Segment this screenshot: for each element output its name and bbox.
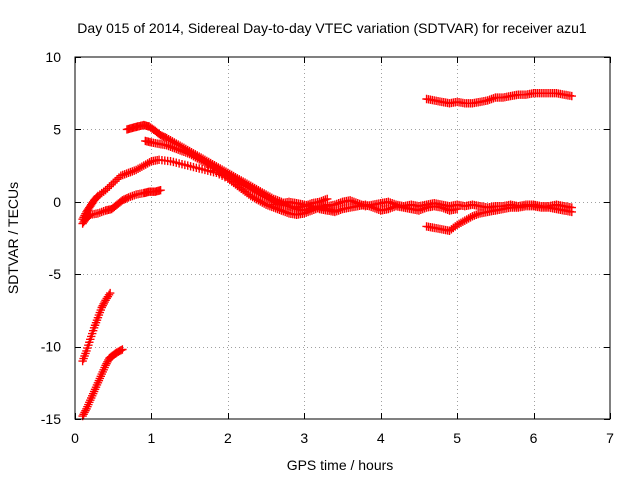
- data-point: [567, 207, 576, 217]
- y-tick-label: -15: [41, 411, 61, 427]
- y-tick-label: 5: [53, 121, 61, 137]
- x-tick-label: 0: [71, 430, 79, 446]
- x-tick-label: 1: [148, 430, 156, 446]
- axis-ticks: 0 1 2 3 4 5 6 7 -15 -10 -5 0 5 10: [41, 49, 614, 446]
- data-point: [567, 91, 576, 101]
- data-point: [116, 346, 126, 355]
- data-point: [159, 132, 168, 141]
- plot-frame: [74, 56, 611, 420]
- chart-title: Day 015 of 2014, Sidereal Day-to-day VTE…: [77, 20, 587, 36]
- data-point: [119, 195, 129, 204]
- series-arc-late-high: [422, 89, 576, 108]
- grid: [75, 57, 610, 419]
- data-point: [118, 345, 127, 354]
- series-arc-low-2: [78, 345, 127, 421]
- x-tick-label: 7: [606, 430, 614, 446]
- data-point: [122, 193, 132, 203]
- data-points: [78, 89, 576, 421]
- series-arc-tail-3: [422, 201, 576, 235]
- y-tick-label: -10: [41, 339, 61, 355]
- x-tick-label: 3: [300, 430, 308, 446]
- y-axis-title: SDTVAR / TECUs: [5, 182, 21, 294]
- data-point: [156, 130, 165, 140]
- data-point: [121, 194, 130, 204]
- x-tick-label: 2: [224, 430, 232, 446]
- x-tick-label: 6: [530, 430, 538, 446]
- data-point: [156, 186, 165, 195]
- y-tick-label: -5: [49, 266, 62, 282]
- y-tick-label: 10: [45, 49, 61, 65]
- y-tick-label: 0: [53, 194, 61, 210]
- series-arc-low-1: [78, 288, 115, 366]
- x-tick-label: 4: [377, 430, 385, 446]
- x-axis-title: GPS time / hours: [287, 457, 394, 473]
- x-tick-label: 5: [453, 430, 461, 446]
- data-point: [105, 288, 115, 298]
- data-point: [323, 194, 332, 204]
- data-point: [157, 131, 167, 141]
- data-point: [118, 196, 127, 205]
